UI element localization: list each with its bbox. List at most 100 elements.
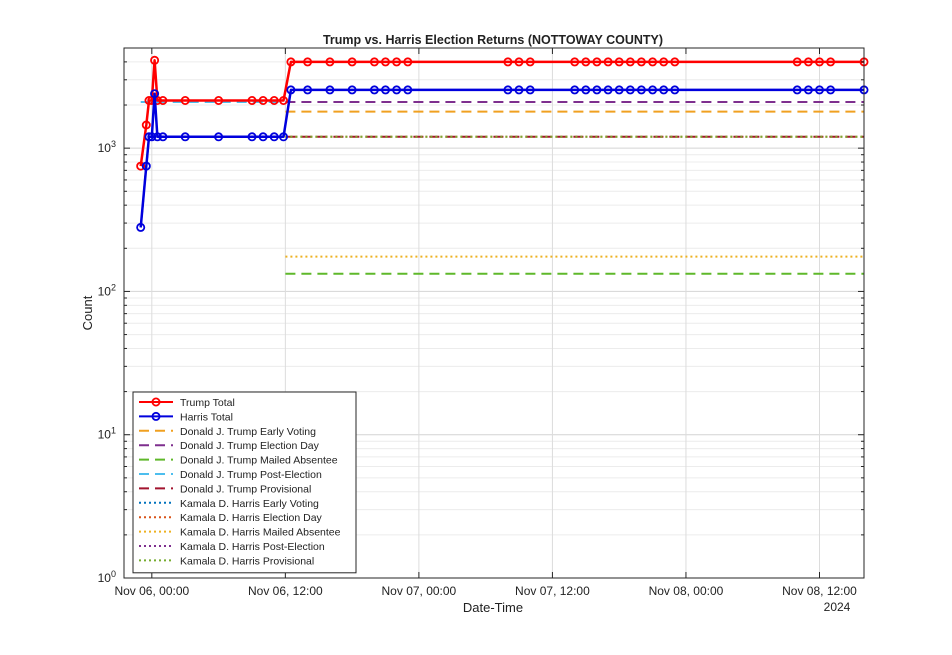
x-tick-label: Nov 07, 00:00 bbox=[382, 584, 457, 598]
y-tick-label: 103 bbox=[98, 139, 116, 155]
data-point-marker bbox=[136, 161, 146, 171]
data-point-marker bbox=[503, 57, 513, 67]
data-point-marker bbox=[648, 57, 658, 67]
legend-entry-label: Donald J. Trump Election Day bbox=[180, 440, 320, 452]
legend: Trump Total Harris Total Donald J. Trump E… bbox=[132, 391, 357, 574]
data-point-marker bbox=[636, 85, 646, 95]
legend-entry-label: Donald J. Trump Provisional bbox=[180, 483, 311, 495]
data-point-marker bbox=[525, 85, 535, 95]
data-point-marker bbox=[278, 132, 288, 142]
data-point-marker bbox=[625, 85, 635, 95]
data-point-marker bbox=[603, 57, 613, 67]
data-point-marker bbox=[514, 85, 524, 95]
data-point-marker bbox=[636, 57, 646, 67]
data-point-marker bbox=[826, 85, 836, 95]
data-point-marker bbox=[380, 85, 390, 95]
series-layer bbox=[136, 55, 869, 275]
legend-entry-label: Kamala D. Harris Provisional bbox=[180, 555, 314, 567]
legend-entry-label: Donald J. Trump Mailed Absentee bbox=[180, 455, 338, 467]
data-point-marker bbox=[141, 161, 151, 171]
chart-title: Trump vs. Harris Election Returns (NOTTO… bbox=[323, 33, 663, 47]
data-point-marker bbox=[670, 85, 680, 95]
legend-marker-sample bbox=[151, 411, 161, 421]
data-point-marker bbox=[603, 85, 613, 95]
data-point-marker bbox=[144, 96, 154, 106]
data-point-marker bbox=[247, 132, 257, 142]
legend-marker-sample bbox=[151, 397, 161, 407]
data-point-marker bbox=[826, 57, 836, 67]
x-tick-label: Nov 08, 00:00 bbox=[649, 584, 724, 598]
data-point-marker bbox=[815, 85, 825, 95]
data-point-marker bbox=[392, 85, 402, 95]
data-point-marker bbox=[325, 85, 335, 95]
x-tick-label: Nov 06, 12:00 bbox=[248, 584, 323, 598]
data-point-marker bbox=[303, 57, 313, 67]
data-point-marker bbox=[286, 85, 296, 95]
legend-entry-label: Harris Total bbox=[180, 411, 233, 423]
data-point-marker bbox=[269, 132, 279, 142]
data-point-marker bbox=[258, 132, 268, 142]
data-point-marker bbox=[214, 96, 224, 106]
data-point-marker bbox=[347, 85, 357, 95]
data-point-marker bbox=[380, 57, 390, 67]
data-point-marker bbox=[503, 85, 513, 95]
legend-entry-label: Kamala D. Harris Mailed Absentee bbox=[180, 527, 341, 539]
data-point-marker bbox=[180, 96, 190, 106]
data-point-marker bbox=[258, 96, 268, 106]
data-point-marker bbox=[278, 96, 288, 106]
data-point-marker bbox=[150, 89, 160, 99]
plot-frame bbox=[123, 47, 865, 579]
data-point-marker bbox=[147, 132, 157, 142]
legend-entry-label: Kamala D. Harris Election Day bbox=[180, 512, 323, 524]
data-point-marker bbox=[392, 57, 402, 67]
data-point-marker bbox=[525, 57, 535, 67]
data-point-marker bbox=[247, 96, 257, 106]
x-tick-label: Nov 07, 12:00 bbox=[515, 584, 590, 598]
y-tick-label: 101 bbox=[98, 426, 116, 442]
data-point-marker bbox=[803, 85, 813, 95]
x-axis-label: Date-Time bbox=[463, 600, 523, 615]
legend-entry-label: Donald J. Trump Post-Election bbox=[180, 469, 322, 481]
data-point-marker bbox=[347, 57, 357, 67]
data-point-marker bbox=[180, 132, 190, 142]
data-point-marker bbox=[303, 85, 313, 95]
data-point-marker bbox=[792, 85, 802, 95]
legend-entry-label: Donald J. Trump Early Voting bbox=[180, 426, 316, 438]
data-point-marker bbox=[592, 85, 602, 95]
data-point-marker bbox=[144, 132, 154, 142]
ticks: Nov 06, 00:00 Nov 06, 12:00 Nov 07, 00:00 N… bbox=[98, 47, 864, 598]
data-point-marker bbox=[581, 85, 591, 95]
data-point-marker bbox=[803, 57, 813, 67]
data-point-marker bbox=[269, 96, 279, 106]
data-point-marker bbox=[581, 57, 591, 67]
x-tick-label: Nov 06, 00:00 bbox=[114, 584, 189, 598]
data-point-marker bbox=[514, 57, 524, 67]
data-point-marker bbox=[152, 132, 162, 142]
data-point-marker bbox=[141, 120, 151, 130]
legend-entry-label: Kamala D. Harris Post-Election bbox=[180, 541, 325, 553]
legend-entry-label: Trump Total bbox=[180, 397, 235, 409]
data-point-marker bbox=[815, 57, 825, 67]
data-point-marker bbox=[648, 85, 658, 95]
data-point-marker bbox=[592, 57, 602, 67]
data-point-marker bbox=[158, 96, 168, 106]
y-axis-label: Count bbox=[80, 295, 95, 330]
data-point-marker bbox=[403, 57, 413, 67]
data-point-marker bbox=[403, 85, 413, 95]
data-point-marker bbox=[158, 132, 168, 142]
legend-box bbox=[132, 391, 357, 574]
data-point-marker bbox=[369, 57, 379, 67]
y-tick-label: 100 bbox=[98, 569, 116, 585]
data-point-marker bbox=[792, 57, 802, 67]
data-point-marker bbox=[570, 57, 580, 67]
data-point-marker bbox=[614, 85, 624, 95]
data-point-marker bbox=[659, 85, 669, 95]
data-point-marker bbox=[614, 57, 624, 67]
data-point-marker bbox=[570, 85, 580, 95]
data-point-marker bbox=[659, 57, 669, 67]
data-point-marker bbox=[670, 57, 680, 67]
data-point-marker bbox=[286, 57, 296, 67]
y-tick-label: 102 bbox=[98, 282, 116, 298]
